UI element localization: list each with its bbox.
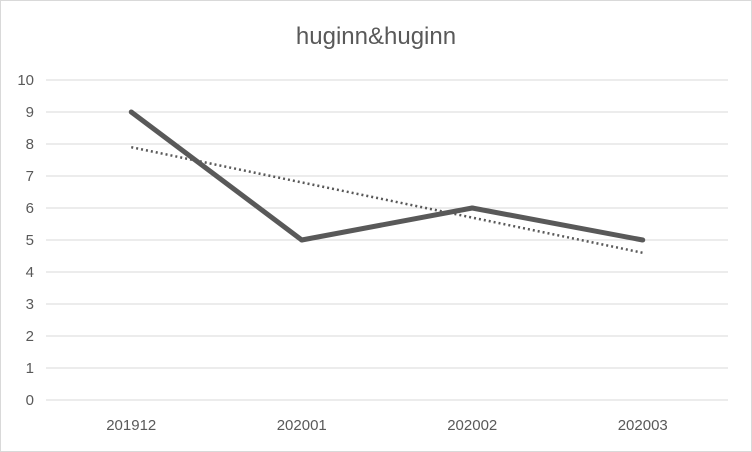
gridlines [46, 79, 728, 401]
y-tick-label-4: 4 [26, 264, 34, 281]
y-tick-label-3: 3 [26, 296, 34, 313]
chart-title: huginn&huginn [296, 23, 456, 50]
trendline-line [130, 145, 644, 255]
y-tick-label-0: 0 [26, 392, 34, 409]
data-point-202002 [469, 205, 475, 211]
x-tick-label-201912: 201912 [106, 417, 156, 434]
y-tick-label-6: 6 [26, 200, 34, 217]
series-line-0 [129, 110, 644, 243]
data-point-202001 [299, 237, 305, 243]
data-point-202003 [640, 237, 646, 243]
y-tick-label-5: 5 [26, 232, 34, 249]
y-tick-label-10: 10 [17, 72, 34, 89]
y-tick-label-7: 7 [26, 168, 34, 185]
trendline [130, 145, 644, 255]
data-point-201912 [128, 109, 134, 115]
y-tick-label-2: 2 [26, 328, 34, 345]
x-tick-label-202001: 202001 [277, 417, 327, 434]
y-tick-label-8: 8 [26, 136, 34, 153]
x-axis: 201912 202001 202002 202003 [106, 417, 668, 434]
series-lines [128, 109, 646, 243]
x-tick-label-202003: 202003 [618, 417, 668, 434]
y-tick-label-1: 1 [26, 360, 34, 377]
x-tick-label-202002: 202002 [447, 417, 497, 434]
y-tick-label-9: 9 [26, 104, 34, 121]
y-axis: 0 1 2 3 4 5 6 7 8 9 10 [17, 72, 34, 409]
